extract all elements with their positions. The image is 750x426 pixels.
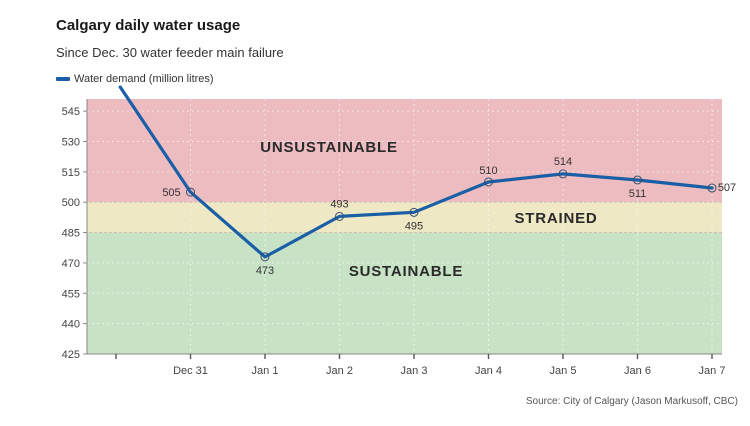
data-labels: 505 473 493 495 510 514 511 507 [162,156,736,277]
data-label: 493 [330,198,348,210]
y-tick-label: 530 [62,137,80,149]
legend: Water demand (million litres) [56,73,214,85]
y-tick-label: 485 [62,228,80,240]
data-label: 511 [629,188,647,200]
data-point [335,211,344,221]
zone-band-strained [87,202,722,233]
y-tick-label: 545 [62,106,80,118]
series-line [118,85,714,259]
data-label: 495 [405,220,423,232]
zone-bands [87,99,722,354]
data-point [633,175,642,185]
zone-label: UNSUSTAINABLE [260,139,398,156]
zone-label: SUSTAINABLE [349,263,463,280]
y-tick-label: 470 [62,258,80,270]
x-tick-label: Jan 7 [699,365,726,377]
legend-swatch [56,77,70,81]
legend-label: Water demand (million litres) [74,73,214,85]
data-point [186,187,195,197]
chart-title: Calgary daily water usage [56,17,241,34]
x-tick-label: Dec 31 [173,365,208,377]
axes: 425 440 455 470 485 500 515 530 545 Dec 31 Jan 1 Ja… [62,99,726,377]
data-label: 505 [162,187,180,199]
y-tick-label: 515 [62,167,80,179]
data-point [260,252,270,262]
chart-subtitle: Since Dec. 30 water feeder main failure [56,45,284,60]
data-label: 507 [718,182,736,194]
data-label: 473 [256,265,274,277]
data-point [707,183,717,193]
zone-labels: UNSUSTAINABLE STRAINED SUSTAINABLE [260,139,597,280]
data-point [558,169,568,179]
x-tick-label: Jan 1 [252,365,279,377]
y-tick-label: 425 [62,349,80,361]
zone-band-unsustainable [87,99,722,203]
source-note: Source: City of Calgary (Jason Markusoff… [525,396,738,407]
x-tick-label: Jan 4 [475,365,502,377]
y-tick-label: 440 [62,319,80,331]
x-tick-label: Jan 5 [550,365,577,377]
y-tick-label: 455 [62,288,80,300]
zone-label: STRAINED [514,210,597,227]
data-point [409,207,419,217]
series-path [118,85,714,259]
x-tick-label: Jan 2 [326,365,353,377]
y-tick-label: 500 [62,197,80,209]
data-label: 510 [479,165,497,177]
data-label: 514 [554,156,572,168]
data-point [484,177,493,187]
x-tick-label: Jan 6 [624,365,651,377]
x-tick-label: Jan 3 [401,365,428,377]
data-points [186,169,717,262]
